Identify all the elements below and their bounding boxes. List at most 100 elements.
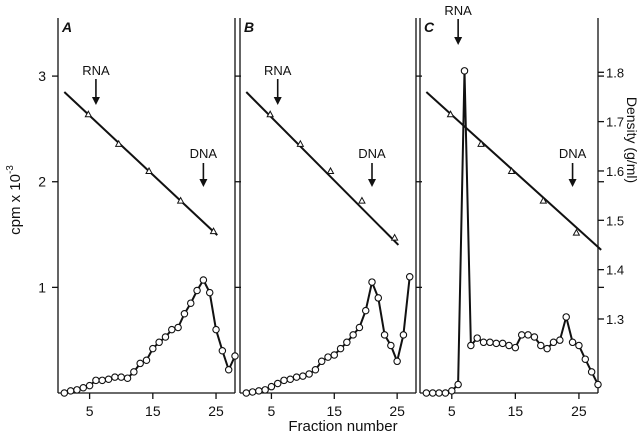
cpm-point-A-27 <box>231 352 239 360</box>
cpm-point-A-23 <box>205 288 214 297</box>
cpm-point-A-10 <box>123 374 132 382</box>
cpm-point-A-21 <box>193 286 201 295</box>
cpm-point-A-16 <box>161 333 170 341</box>
cpm-point-A-25 <box>218 346 227 355</box>
y-right-tick-label-1.8: 1.8 <box>606 65 624 80</box>
cpm-point-C-5 <box>454 380 462 389</box>
density-point-A-3 <box>176 196 185 204</box>
cpm-point-C-21 <box>556 336 564 344</box>
cpm-point-B-20 <box>368 278 376 286</box>
cpm-point-C-10 <box>486 338 494 347</box>
cpm-point-C-0 <box>422 389 431 397</box>
cpm-point-A-3 <box>79 383 88 392</box>
cpm-point-A-0 <box>60 389 69 397</box>
density-point-A-1 <box>114 139 123 147</box>
rna-arrowhead-C <box>454 37 463 45</box>
cpm-point-A-24 <box>212 325 220 334</box>
x-tick-label-A-25: 25 <box>208 403 224 419</box>
density-point-B-1 <box>296 139 305 147</box>
density-point-B-0 <box>266 110 275 118</box>
cpm-point-C-26 <box>587 368 596 376</box>
x-tick-label-C-15: 15 <box>508 403 524 419</box>
rna-arrowhead-A <box>91 97 100 105</box>
cpm-point-A-12 <box>136 359 144 368</box>
cpm-point-A-6 <box>98 376 107 385</box>
cpm-point-C-14 <box>511 343 520 352</box>
dna-label-C: DNA <box>559 146 587 161</box>
cpm-point-B-22 <box>380 331 389 339</box>
cpm-point-B-25 <box>399 331 408 339</box>
dna-arrowhead-A <box>199 179 208 187</box>
cpm-point-B-6 <box>280 376 288 385</box>
y-axis-left-label: cpm x 10-3 <box>5 165 24 235</box>
dna-label-B: DNA <box>358 146 386 161</box>
cpm-point-B-12 <box>317 357 326 366</box>
cpm-point-B-24 <box>393 357 401 366</box>
cpm-point-A-26 <box>224 366 233 374</box>
y-right-tick-label-1.4: 1.4 <box>606 263 624 278</box>
cpm-point-A-5 <box>92 376 100 385</box>
plot-marks: RNA DNA RNA DNA RNA DNA <box>60 3 602 397</box>
cpm-point-C-11 <box>492 339 501 348</box>
cpm-point-A-15 <box>155 338 163 347</box>
cpm-point-B-26 <box>405 273 414 281</box>
density-point-C-2 <box>507 166 516 174</box>
rna-label-B: RNA <box>264 63 292 78</box>
cpm-point-B-14 <box>330 351 339 359</box>
x-tick-label-C-5: 5 <box>448 403 456 419</box>
cpm-line-A <box>63 277 236 394</box>
cpm-point-B-5 <box>273 379 282 388</box>
cpm-point-C-2 <box>435 389 443 397</box>
cpm-point-C-20 <box>549 338 558 347</box>
cpm-point-C-9 <box>479 338 488 347</box>
y-right-tick-label-1.7: 1.7 <box>606 115 624 130</box>
y-right-tick-label-1.6: 1.6 <box>606 164 624 179</box>
cpm-point-B-11 <box>311 366 320 374</box>
cpm-point-B-1 <box>248 388 257 396</box>
y-axis-left-label-text: cpm x 10 <box>7 174 24 235</box>
panel-C-letter: C <box>424 19 435 35</box>
cpm-point-A-14 <box>149 344 157 353</box>
x-tick-label-B-25: 25 <box>389 403 405 419</box>
cpm-point-C-6 <box>460 67 469 75</box>
cpm-point-B-17 <box>349 331 357 339</box>
density-point-C-3 <box>539 196 548 204</box>
y-right-tick-label-1.5: 1.5 <box>606 213 624 228</box>
cpm-point-A-17 <box>168 325 176 334</box>
cpm-point-A-18 <box>174 323 182 332</box>
cpm-point-C-25 <box>581 355 590 363</box>
cpm-point-A-2 <box>73 386 81 394</box>
y-right-tick-label-1.3: 1.3 <box>606 312 624 327</box>
y-left-tick-label-3: 3 <box>38 68 46 84</box>
density-point-C-0 <box>446 110 455 118</box>
cpm-point-A-7 <box>104 375 113 384</box>
panel-B-letter: B <box>244 19 254 35</box>
cpm-point-B-4 <box>267 382 276 391</box>
y-axis-left-label-exponent: -3 <box>5 165 16 174</box>
cpm-point-C-22 <box>562 313 570 321</box>
x-tick-label-A-5: 5 <box>86 403 94 419</box>
density-point-A-0 <box>84 110 93 118</box>
cpm-point-B-9 <box>299 372 307 380</box>
cpm-point-C-1 <box>428 389 437 397</box>
dna-label-A: DNA <box>190 146 218 161</box>
dna-arrowhead-C <box>568 179 577 187</box>
cpm-point-A-22 <box>199 276 208 284</box>
cpm-point-B-15 <box>336 344 345 353</box>
cpm-point-C-7 <box>467 341 475 350</box>
density-point-B-4 <box>390 233 399 241</box>
cpm-point-B-16 <box>343 338 351 347</box>
cpm-point-A-19 <box>180 310 189 318</box>
density-point-B-2 <box>326 166 335 174</box>
y-left-tick-label-2: 2 <box>38 174 46 190</box>
cpm-point-C-23 <box>568 338 577 347</box>
cpm-point-B-7 <box>286 375 295 384</box>
density-point-C-1 <box>477 139 485 147</box>
cpm-point-B-13 <box>324 353 332 361</box>
cpm-point-C-17 <box>530 333 539 341</box>
cpm-point-C-13 <box>505 341 513 350</box>
x-axis-label: Fraction number <box>288 418 397 435</box>
x-tick-label-C-25: 25 <box>571 403 587 419</box>
cpm-point-B-10 <box>305 370 313 378</box>
cpm-point-A-13 <box>142 356 151 365</box>
